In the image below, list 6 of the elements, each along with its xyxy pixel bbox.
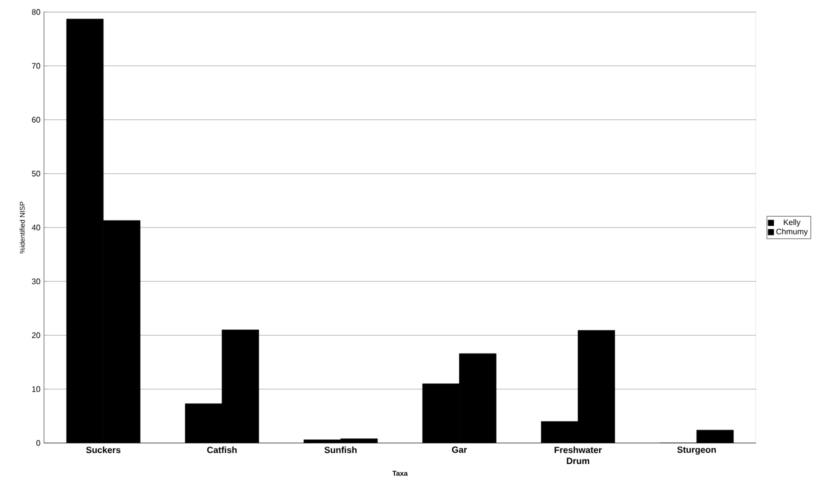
x-tick-label: Suckers: [86, 446, 120, 454]
x-tick-label: Catfish: [207, 446, 237, 454]
x-tick-label: Sturgeon: [677, 446, 716, 455]
x-tick-label: Sunfish: [324, 446, 357, 454]
x-tick-label: Gar: [452, 446, 467, 453]
x-tick-label: Freshwater Drum: [554, 446, 602, 464]
